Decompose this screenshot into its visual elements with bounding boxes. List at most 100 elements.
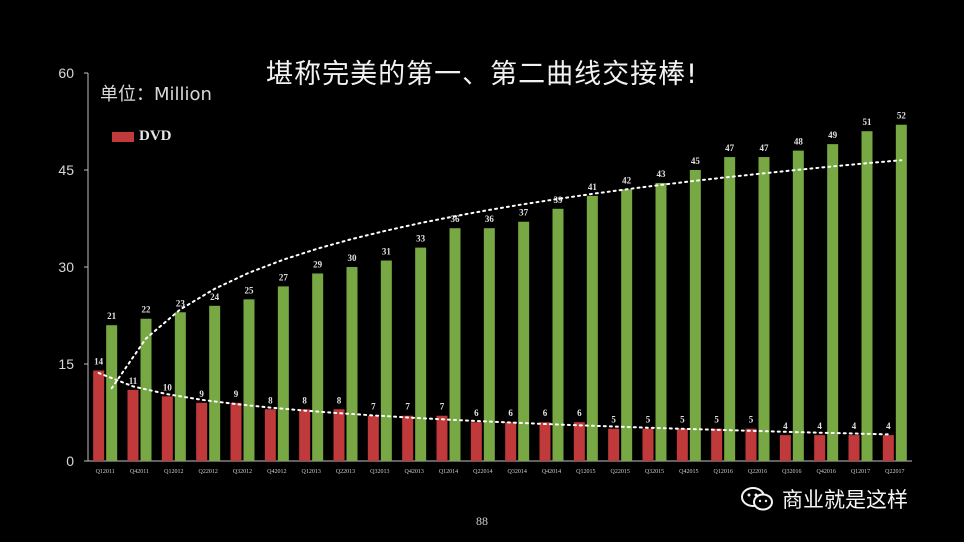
bar-streaming bbox=[792, 150, 804, 461]
x-tick-label: Q12013 bbox=[301, 469, 320, 475]
x-tick-label: Q32014 bbox=[507, 469, 526, 475]
x-tick-label: Q42011 bbox=[130, 469, 149, 475]
data-label-dvd: 9 bbox=[234, 389, 239, 399]
bar-dvd bbox=[779, 435, 791, 461]
legend: DVD bbox=[112, 128, 172, 145]
data-label-streaming: 24 bbox=[210, 292, 220, 302]
bar-dvd bbox=[127, 389, 139, 461]
bar-streaming bbox=[415, 247, 427, 461]
data-label-streaming: 42 bbox=[622, 175, 632, 185]
bar-streaming bbox=[724, 157, 736, 462]
bar-dvd bbox=[814, 435, 826, 461]
data-label-streaming: 48 bbox=[794, 137, 804, 147]
data-label-dvd: 7 bbox=[440, 402, 445, 412]
data-label-streaming: 41 bbox=[588, 182, 598, 192]
x-tick-label: Q32015 bbox=[645, 469, 664, 475]
bar-dvd bbox=[333, 409, 345, 461]
data-label-dvd: 14 bbox=[94, 356, 104, 366]
data-label-streaming: 37 bbox=[519, 208, 529, 218]
bar-streaming bbox=[277, 286, 289, 461]
bar-dvd bbox=[745, 428, 757, 461]
bar-streaming bbox=[827, 144, 839, 461]
bar-streaming bbox=[689, 170, 701, 461]
bar-streaming bbox=[174, 312, 186, 461]
data-label-streaming: 49 bbox=[828, 130, 838, 140]
data-label-streaming: 45 bbox=[691, 156, 701, 166]
x-tick-label: Q12014 bbox=[439, 469, 458, 475]
data-label-dvd: 9 bbox=[199, 389, 204, 399]
trendline-dvd bbox=[97, 372, 890, 436]
data-label-dvd: 5 bbox=[714, 415, 719, 425]
bar-dvd bbox=[436, 415, 448, 461]
bar-streaming bbox=[483, 228, 495, 461]
x-tick-label: Q22015 bbox=[610, 469, 629, 475]
bar-streaming bbox=[449, 228, 461, 461]
bar-dvd bbox=[402, 415, 414, 461]
y-tick-label: 0 bbox=[66, 453, 74, 469]
bar-streaming bbox=[861, 131, 873, 461]
data-label-dvd: 7 bbox=[405, 402, 410, 412]
bar-streaming bbox=[621, 189, 633, 461]
x-tick-label: Q12011 bbox=[96, 469, 115, 475]
data-label-dvd: 6 bbox=[543, 408, 548, 418]
watermark-text: 商业就是这样 bbox=[782, 488, 908, 512]
data-label-streaming: 36 bbox=[451, 214, 461, 224]
bar-dvd bbox=[505, 422, 517, 461]
data-label-streaming: 27 bbox=[279, 272, 289, 282]
data-label-streaming: 47 bbox=[760, 143, 770, 153]
bar-dvd bbox=[230, 402, 242, 461]
data-label-dvd: 8 bbox=[337, 395, 342, 405]
data-label-streaming: 31 bbox=[382, 247, 392, 257]
x-tick-label: Q42013 bbox=[404, 469, 423, 475]
legend-swatch-dvd bbox=[112, 131, 134, 142]
bar-dvd bbox=[196, 402, 208, 461]
bar-dvd bbox=[93, 370, 105, 461]
data-label-dvd: 6 bbox=[577, 408, 582, 418]
data-label-streaming: 22 bbox=[142, 305, 152, 315]
data-label-dvd: 5 bbox=[680, 415, 685, 425]
data-label-dvd: 6 bbox=[508, 408, 513, 418]
chart-title: 堪称完美的第一、第二曲线交接棒! bbox=[266, 59, 698, 90]
data-label-dvd: 8 bbox=[268, 395, 273, 405]
watermark: 商业就是这样 bbox=[740, 484, 908, 514]
data-label-dvd: 4 bbox=[783, 421, 788, 431]
data-label-streaming: 21 bbox=[107, 311, 117, 321]
data-label-dvd: 7 bbox=[371, 402, 376, 412]
bar-dvd bbox=[642, 428, 654, 461]
data-label-dvd: 5 bbox=[749, 415, 754, 425]
data-label-dvd: 10 bbox=[163, 382, 173, 392]
data-label-streaming: 39 bbox=[554, 195, 564, 205]
y-tick-label: 45 bbox=[58, 162, 74, 178]
bar-streaming bbox=[895, 124, 907, 461]
data-label-streaming: 36 bbox=[485, 214, 495, 224]
bar-dvd bbox=[608, 428, 620, 461]
bar-dvd bbox=[299, 409, 311, 461]
data-label-dvd: 8 bbox=[302, 395, 307, 405]
data-label-streaming: 52 bbox=[897, 111, 907, 121]
bar-dvd bbox=[676, 428, 688, 461]
bar-streaming bbox=[552, 208, 564, 461]
bar-dvd bbox=[539, 422, 551, 461]
data-label-streaming: 30 bbox=[348, 253, 358, 263]
x-tick-label: Q32016 bbox=[782, 469, 801, 475]
x-tick-label: Q12012 bbox=[164, 469, 183, 475]
bar-dvd bbox=[711, 428, 723, 461]
data-label-streaming: 43 bbox=[657, 169, 667, 179]
data-label-streaming: 23 bbox=[176, 298, 186, 308]
legend-label-dvd: DVD bbox=[139, 128, 172, 144]
bar-streaming bbox=[209, 305, 221, 461]
x-tick-label: Q42016 bbox=[816, 469, 835, 475]
x-tick-label: Q22012 bbox=[198, 469, 217, 475]
data-label-dvd: 5 bbox=[646, 415, 651, 425]
bar-streaming bbox=[655, 182, 667, 461]
x-tick-label: Q12017 bbox=[851, 469, 870, 475]
data-label-streaming: 51 bbox=[863, 117, 873, 127]
x-tick-label: Q12016 bbox=[713, 469, 732, 475]
x-tick-label: Q42014 bbox=[542, 469, 561, 475]
bar-streaming bbox=[312, 273, 324, 461]
data-label-dvd: 6 bbox=[474, 408, 479, 418]
bar-streaming bbox=[518, 221, 530, 461]
bar-streaming bbox=[243, 299, 255, 461]
data-label-dvd: 4 bbox=[817, 421, 822, 431]
